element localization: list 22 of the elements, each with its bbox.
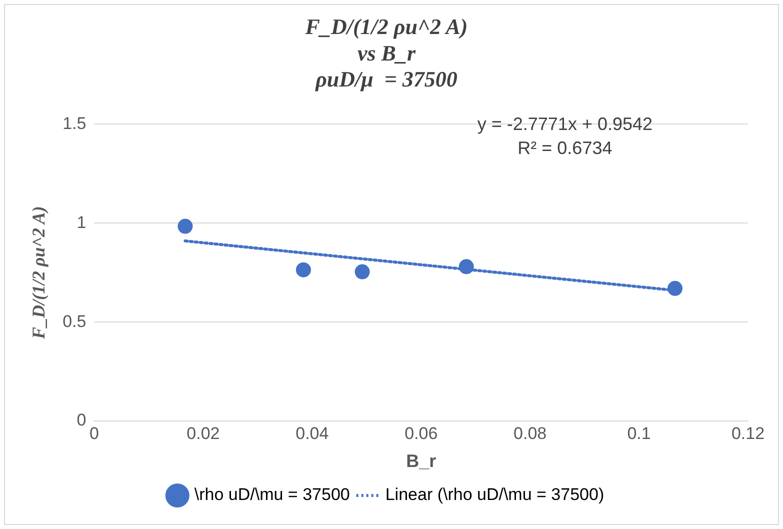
x-tick-label: 0.06 (404, 424, 438, 443)
point (458, 259, 474, 274)
x-tick-label: 0.04 (296, 424, 329, 443)
y-tick-label: 0.5 (62, 312, 86, 331)
legend-label: \rho uD/\mu = 37500 (194, 485, 350, 504)
y-tick-label: 1 (76, 212, 86, 232)
y-tick-label: 1.5 (62, 114, 86, 133)
point (667, 280, 682, 296)
x-tick-label: 0.12 (731, 424, 765, 443)
x-axis-title: B_r (406, 451, 436, 472)
y-axis-title: F_D/(1/2 ρu^2 A) (28, 206, 48, 340)
point (178, 218, 193, 234)
point (296, 262, 311, 278)
chart-title: F_D/(1/2 ρu^2 A) vs B_r ρuD/μ = 37500 (304, 14, 468, 92)
x-tick-label: 0.08 (514, 424, 547, 443)
x-tick-label: 0.02 (186, 424, 220, 443)
x-tick-label: 0.1 (627, 424, 651, 443)
point (354, 264, 370, 280)
annotation: y = -2.7771x + 0.9542 R² = 0.6734 (477, 114, 653, 158)
x-tick-label: 0 (90, 424, 99, 443)
legend-label: Linear (\rho uD/\mu = 37500) (385, 485, 604, 504)
y-tick-label: 0 (76, 410, 86, 430)
